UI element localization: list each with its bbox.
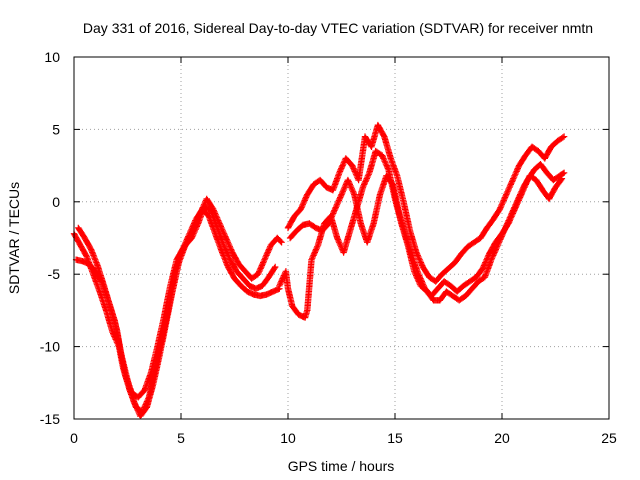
y-tick-label: -15 [40,411,60,427]
series-markers [70,195,285,415]
y-tick-label: -10 [40,339,60,355]
series-trace-6 [276,147,566,321]
y-tick-label: -5 [48,266,61,282]
series-trace-1 [70,195,285,415]
y-axis-label: SDTVAR / TECUs [6,182,22,294]
series-markers [72,205,283,401]
y-tick-label: 10 [44,49,60,65]
data-points [70,121,568,420]
x-tick-label: 5 [177,430,185,446]
x-tick-label: 15 [387,430,403,446]
x-tick-labels: 0 5 10 15 20 25 [70,430,617,446]
series-trace-4 [284,121,568,285]
x-tick-label: 20 [494,430,510,446]
series-markers [284,121,568,285]
chart-title: Day 331 of 2016, Sidereal Day-to-day VTE… [83,20,593,36]
y-tick-label: 5 [52,121,60,137]
series-markers [276,147,566,321]
x-axis-label: GPS time / hours [288,458,395,474]
x-tick-label: 25 [601,430,617,446]
y-tick-label: 0 [52,194,60,210]
series-trace-3 [72,205,283,401]
y-tick-labels: -15 -10 -5 0 5 10 [40,49,60,427]
x-tick-label: 10 [280,430,296,446]
plot-frame [73,56,610,420]
x-tick-label: 0 [70,430,78,446]
